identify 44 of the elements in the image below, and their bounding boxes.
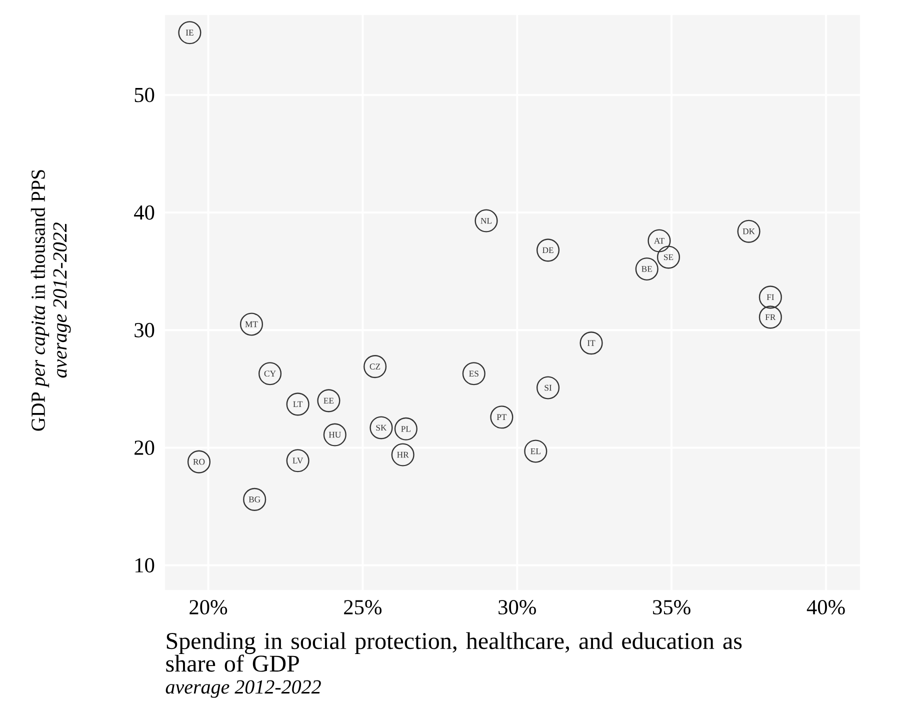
- annotation: SK: [376, 424, 387, 431]
- annotation: PT: [496, 414, 507, 420]
- annotation: AT: [654, 238, 664, 244]
- annotation: LT: [293, 401, 303, 408]
- annotation: LV: [292, 458, 304, 464]
- annotation: SE: [664, 254, 674, 260]
- annotation: ES: [469, 370, 478, 377]
- annotation: BG: [248, 496, 260, 502]
- x-tick-label: 25%: [344, 600, 382, 614]
- x-tick-label: 20%: [190, 600, 228, 614]
- annotation: EE: [324, 398, 334, 404]
- x-tick-label: 40%: [806, 600, 845, 614]
- annotation: CY: [264, 370, 276, 377]
- text: average 2012-2022: [53, 222, 71, 378]
- point: [178, 21, 202, 44]
- annotation: NL: [480, 218, 492, 224]
- point: [758, 286, 782, 309]
- x-axis-title: Spending in social protection, healthcare, and education as share of GDP: [166, 632, 742, 672]
- annotation: FI: [766, 294, 774, 300]
- annotation: IE: [186, 30, 194, 36]
- annotation: CZ: [370, 364, 380, 370]
- annotation: HU: [328, 432, 341, 438]
- y-tick-label: 20: [134, 440, 154, 455]
- annotation: FR: [765, 314, 776, 320]
- y-tick-label: 40: [134, 205, 154, 220]
- annotation: SI: [544, 384, 552, 391]
- annotation: EL: [530, 448, 540, 454]
- annotation: RO: [193, 458, 205, 465]
- text: average 2012-2022: [166, 680, 321, 698]
- y-tick-label: 50: [134, 88, 154, 102]
- y-axis-title: GDP per capita in thousand PPS: [30, 170, 50, 431]
- point: [536, 376, 560, 400]
- annotation: PL: [401, 426, 410, 432]
- y-tick-label: 10: [136, 558, 154, 572]
- annotation: DK: [742, 228, 755, 234]
- annotation: BE: [642, 266, 652, 272]
- x-tick-label: 35%: [653, 600, 690, 614]
- annotation: MT: [245, 321, 258, 328]
- x-tick-label: 30%: [498, 600, 536, 614]
- y-tick-label: 30: [134, 322, 154, 338]
- annotation: IT: [587, 340, 596, 346]
- annotation: HR: [397, 452, 409, 458]
- point: [580, 332, 603, 355]
- annotation: DE: [542, 247, 554, 254]
